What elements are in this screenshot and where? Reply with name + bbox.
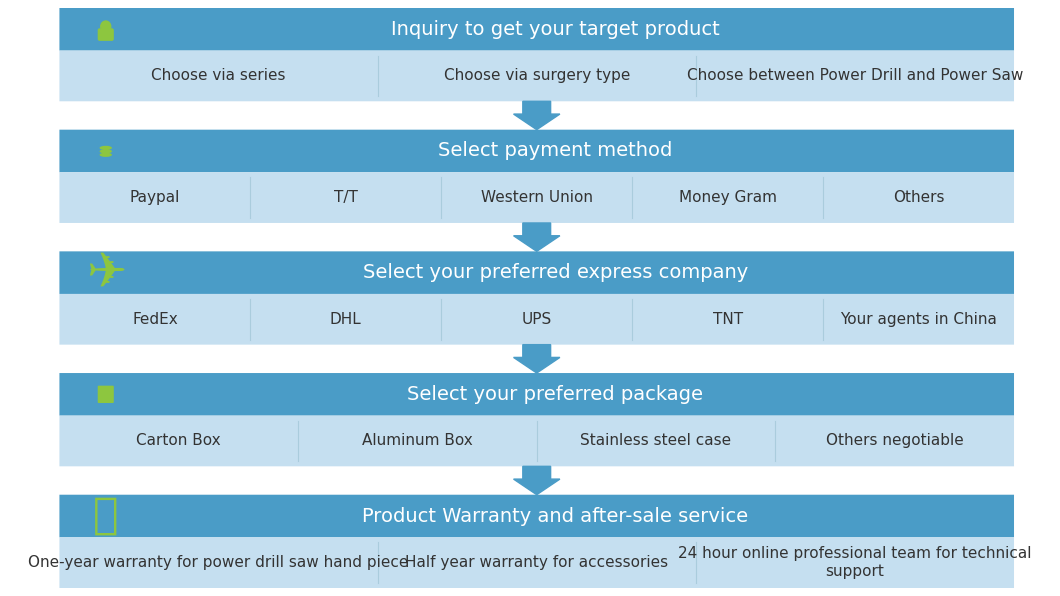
FancyBboxPatch shape	[59, 172, 1014, 223]
Text: UPS: UPS	[522, 312, 552, 327]
FancyBboxPatch shape	[59, 373, 1014, 415]
Ellipse shape	[100, 149, 112, 153]
Text: T/T: T/T	[334, 190, 357, 205]
FancyBboxPatch shape	[59, 8, 1014, 51]
FancyBboxPatch shape	[98, 386, 113, 403]
Circle shape	[101, 21, 110, 32]
Text: TNT: TNT	[712, 312, 743, 327]
FancyBboxPatch shape	[98, 28, 113, 41]
Text: One-year warranty for power drill saw hand piece: One-year warranty for power drill saw ha…	[29, 555, 409, 570]
Text: Half year warranty for accessories: Half year warranty for accessories	[405, 555, 668, 570]
Text: Others: Others	[893, 190, 944, 205]
Text: Select your preferred express company: Select your preferred express company	[363, 263, 748, 282]
Text: Money Gram: Money Gram	[678, 190, 777, 205]
Text: Others negotiable: Others negotiable	[826, 433, 964, 448]
Polygon shape	[513, 466, 560, 495]
FancyBboxPatch shape	[59, 538, 1014, 588]
Ellipse shape	[100, 153, 112, 157]
FancyBboxPatch shape	[59, 294, 1014, 344]
Text: 24 hour online professional team for technical
support: 24 hour online professional team for tec…	[678, 547, 1031, 579]
Text: Carton Box: Carton Box	[137, 433, 222, 448]
FancyBboxPatch shape	[59, 130, 1014, 172]
Text: Western Union: Western Union	[481, 190, 593, 205]
Text: Choose via series: Choose via series	[152, 69, 286, 83]
Text: Your agents in China: Your agents in China	[841, 312, 997, 327]
Polygon shape	[513, 101, 560, 130]
FancyBboxPatch shape	[59, 495, 1014, 538]
FancyBboxPatch shape	[59, 415, 1014, 466]
Text: Choose via surgery type: Choose via surgery type	[443, 69, 630, 83]
Polygon shape	[513, 344, 560, 373]
Text: Select your preferred package: Select your preferred package	[407, 385, 703, 404]
Text: Choose between Power Drill and Power Saw: Choose between Power Drill and Power Saw	[687, 69, 1023, 83]
FancyBboxPatch shape	[59, 51, 1014, 101]
FancyBboxPatch shape	[59, 252, 1014, 294]
Text: Inquiry to get your target product: Inquiry to get your target product	[391, 20, 720, 39]
Text: Aluminum Box: Aluminum Box	[363, 433, 473, 448]
Text: Paypal: Paypal	[129, 190, 180, 205]
Text: Stainless steel case: Stainless steel case	[581, 433, 731, 448]
Text: DHL: DHL	[330, 312, 361, 327]
Text: Product Warranty and after-sale service: Product Warranty and after-sale service	[363, 507, 748, 526]
Polygon shape	[513, 223, 560, 252]
Ellipse shape	[100, 146, 112, 150]
Text: ✈: ✈	[86, 249, 126, 296]
Text: FedEx: FedEx	[132, 312, 178, 327]
Text: Select payment method: Select payment method	[438, 141, 672, 160]
Text: 🔧: 🔧	[93, 495, 119, 537]
